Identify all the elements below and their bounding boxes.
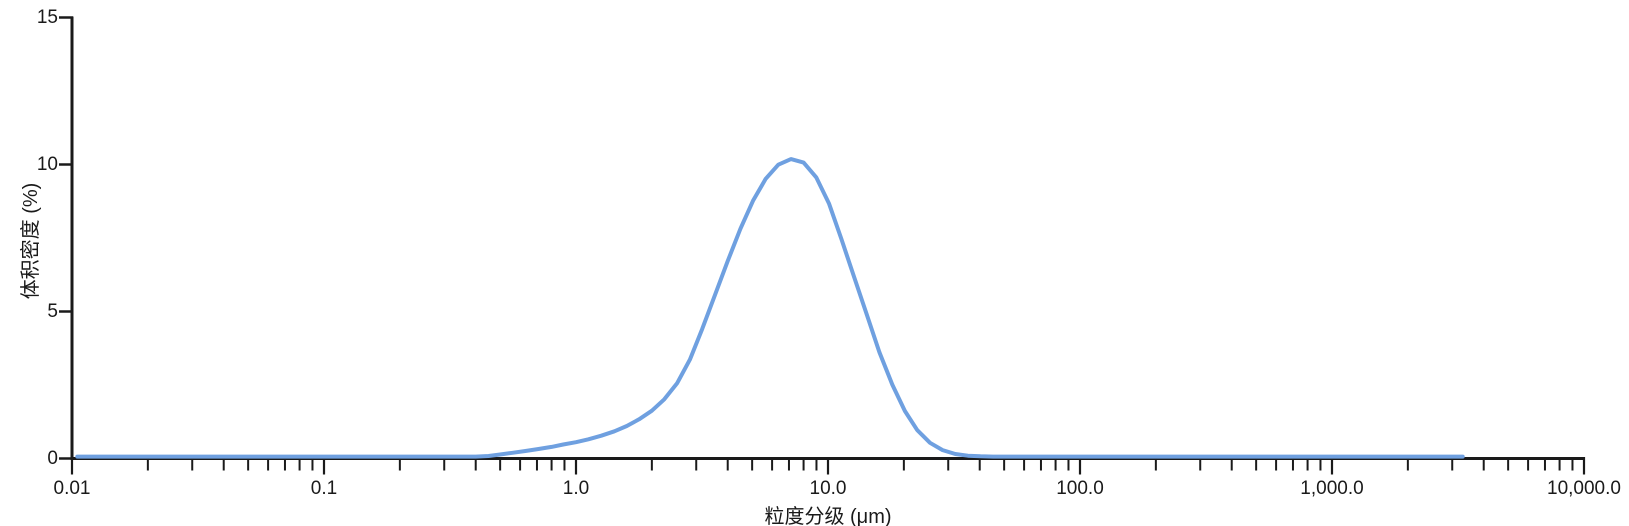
x-tick-label: 10,000.0 <box>1547 478 1621 499</box>
y-tick-label: 15 <box>36 6 58 28</box>
x-axis-title: 粒度分级 (μm) <box>764 506 892 526</box>
y-tick-label: 10 <box>36 153 58 175</box>
x-tick-label: 100.0 <box>1056 478 1104 499</box>
y-tick-label: 5 <box>47 300 58 322</box>
x-tick-label: 1,000.0 <box>1300 478 1364 499</box>
distribution-curve <box>75 157 1465 459</box>
y-axis-title: 体积密度 (%) <box>20 182 42 300</box>
x-tick-label: 10.0 <box>809 478 847 499</box>
x-tick-label: 0.1 <box>310 478 338 499</box>
y-tick-label: 0 <box>47 447 58 469</box>
x-tick-label: 0.01 <box>53 478 91 499</box>
x-tick-label: 1.0 <box>562 478 590 499</box>
